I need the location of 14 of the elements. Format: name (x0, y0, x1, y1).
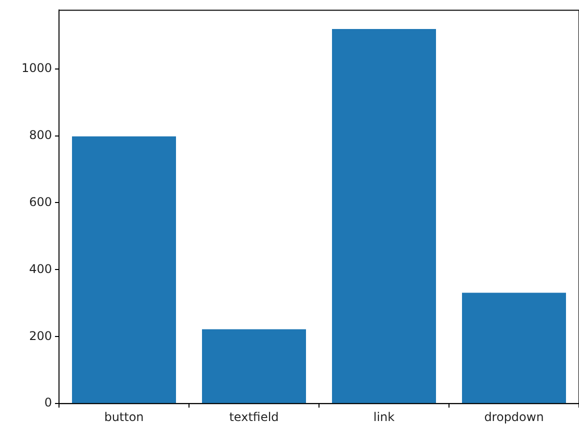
y-tick-label: 600 (29, 194, 52, 209)
y-tick-label: 1000 (21, 60, 52, 75)
y-tick-label: 800 (29, 128, 52, 142)
x-tick-label: textfield (229, 410, 279, 424)
bar (202, 329, 306, 404)
bar (72, 136, 176, 404)
x-tick-label: link (373, 410, 395, 424)
bar (462, 292, 566, 404)
y-tick-label: 200 (29, 328, 52, 343)
bar (332, 28, 436, 404)
y-tick-label: 400 (29, 262, 52, 276)
y-tick-label: 0 (44, 396, 52, 410)
x-tick-label: dropdown (484, 410, 544, 424)
x-tick-label: button (104, 410, 144, 424)
